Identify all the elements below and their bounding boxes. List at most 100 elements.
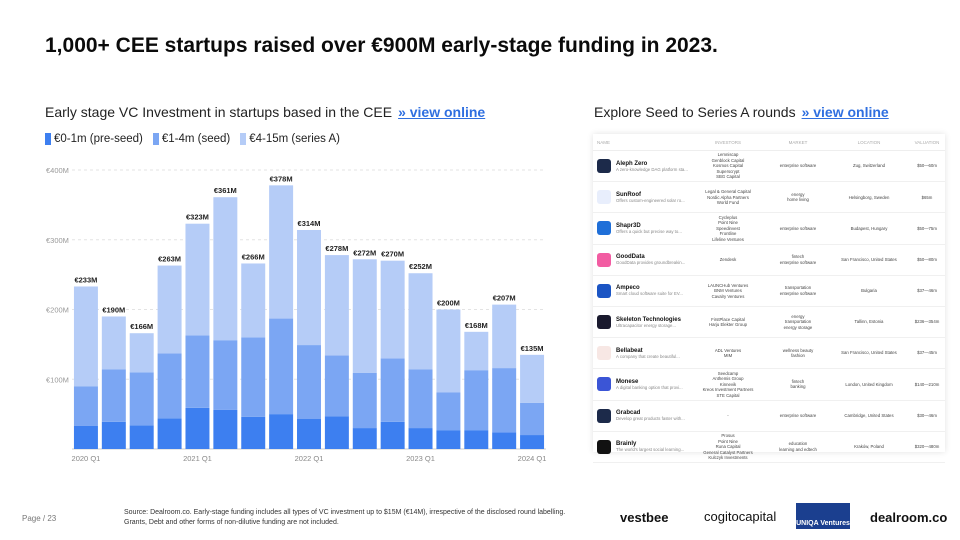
legend-item: €4-15m (series A) xyxy=(240,133,340,145)
bar-segment xyxy=(185,335,210,408)
view-online-link[interactable]: » view online xyxy=(398,104,486,120)
company-name: Brainly xyxy=(616,441,637,448)
valuation-cell: $37—46m xyxy=(917,288,937,294)
total-label: €168M xyxy=(465,321,488,330)
legend-item: €0-1m (pre-seed) xyxy=(45,133,143,145)
bar-segment xyxy=(464,370,489,431)
valuation-cell: $140—210m xyxy=(914,381,940,387)
table-header: Explore Seed to Series A rounds » view on… xyxy=(594,104,889,120)
legend-label: €1-4m (seed) xyxy=(161,133,231,145)
y-tick-label: €400M xyxy=(46,166,69,175)
location-cell: San Francisco, United States xyxy=(841,256,897,262)
bar-segment xyxy=(297,345,321,420)
bar-segment xyxy=(129,333,154,373)
bar-segment xyxy=(297,229,321,346)
location-cell: Tallinn, Estonia xyxy=(854,319,884,325)
name-cell: Bellabeat A company that create beautiful… xyxy=(597,346,693,361)
investors-cell: - xyxy=(727,412,729,418)
bar-segment xyxy=(464,331,489,371)
chart-header: Early stage VC Investment in startups ba… xyxy=(45,104,485,120)
valuation-cell: $37—45m xyxy=(917,350,937,356)
bar-segment xyxy=(408,428,433,449)
location-cell: San Francisco, United States xyxy=(841,350,897,356)
bar-segment xyxy=(408,369,433,429)
legend: €0-1m (pre-seed) €1-4m (seed) €4-15m (seri… xyxy=(45,133,340,145)
table-row: Brainly The world's largest social learni… xyxy=(593,432,945,463)
name-cell: GoodData GoodData provides groundbreakin.… xyxy=(597,252,693,267)
table-row: Aleph Zero A zero-knowledge DAG platform … xyxy=(593,151,945,183)
bar-segment xyxy=(129,425,154,449)
name-cell: Monese A digital banking option that prov… xyxy=(597,377,693,392)
bar-segment xyxy=(157,353,182,419)
market-cell: enterprise software xyxy=(779,225,817,231)
location-cell: Budapest, Hungary xyxy=(850,225,888,231)
bar-segment xyxy=(213,340,238,410)
company-icon xyxy=(597,159,611,174)
logo: UNIQA Ventures xyxy=(796,503,850,529)
chart-title: Early stage VC Investment in startups ba… xyxy=(45,104,393,120)
investors-cell: LAUNCHub Ventures BNM Ventures Cavalry V… xyxy=(707,282,749,299)
market-cell: wellness beauty fashion xyxy=(782,347,814,359)
x-tick-label: 2023 Q1 xyxy=(406,454,435,463)
investors-cell: ADL Ventures MIM xyxy=(714,347,742,359)
company-icon xyxy=(597,221,611,236)
column-header: INVESTORS xyxy=(715,139,741,145)
bar-segment xyxy=(408,273,433,370)
column-header: LOCATION xyxy=(857,139,881,145)
investors-cell: Cycleplus Point Nine Speedinvest Frontli… xyxy=(712,214,744,242)
bar-segment xyxy=(492,432,517,449)
total-label: €233M xyxy=(74,275,97,284)
column-header: VALUATION xyxy=(914,139,940,145)
bar-segment xyxy=(269,185,294,319)
bar-segment xyxy=(520,402,545,436)
company-description: A company that create beautiful... xyxy=(616,353,680,359)
bar-segment xyxy=(380,358,405,422)
table-row: Ampeco Smart cloud software suite for EV.… xyxy=(593,276,945,307)
y-tick-label: €100M xyxy=(46,375,69,384)
total-label: €263M xyxy=(158,255,181,264)
legend-label: €0-1m (pre-seed) xyxy=(54,133,143,145)
location-cell: Helsingborg, Sweden xyxy=(848,194,890,200)
company-icon xyxy=(597,315,611,330)
name-cell: Ampeco Smart cloud software suite for EV.… xyxy=(597,283,693,298)
bar-segment xyxy=(185,223,210,336)
bar-segment xyxy=(241,337,266,417)
market-cell: fintech enterprise software xyxy=(779,254,817,265)
name-text: Ampeco Smart cloud software suite for EV.… xyxy=(616,285,683,296)
name-text: Aleph Zero A zero-knowledge DAG platform … xyxy=(616,161,688,172)
company-icon xyxy=(597,283,611,298)
view-online-link[interactable]: » view online xyxy=(801,104,889,120)
total-label: €200M xyxy=(437,299,460,308)
name-cell: Grabcad Develop great products faster wit… xyxy=(597,408,693,423)
table-title: Explore Seed to Series A rounds xyxy=(594,104,796,120)
investors-cell: FirstPlace Capital Harju Elekter Group xyxy=(709,316,747,328)
company-name: Ampeco xyxy=(616,285,640,292)
bar-segment xyxy=(73,425,98,449)
bar-segment xyxy=(380,421,405,449)
company-description: GoodData provides groundbreakin... xyxy=(616,260,686,266)
table-row: Skeleton Technologies Ultracapacitor ener… xyxy=(593,307,945,339)
company-icon xyxy=(597,377,611,392)
market-cell: enterprise software xyxy=(779,412,817,418)
market-cell: enterprise software xyxy=(779,163,817,169)
bar-segment xyxy=(324,255,349,356)
location-cell: Kraków, Poland xyxy=(854,444,884,450)
company-icon xyxy=(597,439,611,454)
name-text: Shapr3D Offers a quick but precise way to… xyxy=(616,223,682,234)
company-icon xyxy=(597,408,611,423)
column-header: MARKET xyxy=(788,139,808,145)
bar-segment xyxy=(352,372,377,429)
company-description: A digital banking option that provi... xyxy=(616,384,683,390)
total-label: €323M xyxy=(186,213,209,222)
name-cell: Brainly The world's largest social learni… xyxy=(597,439,693,454)
name-text: Brainly The world's largest social learni… xyxy=(616,441,684,452)
legend-swatch xyxy=(152,133,159,145)
total-label: €266M xyxy=(242,252,265,261)
investors-cell: Lemniscap Genblock Capital Kosmos Capita… xyxy=(711,152,745,180)
bar-segment xyxy=(436,392,461,431)
name-text: Bellabeat A company that create beautiful… xyxy=(616,348,680,359)
name-text: Monese A digital banking option that prov… xyxy=(616,379,683,390)
table-row: Shapr3D Offers a quick but precise way to… xyxy=(593,213,945,245)
name-text: Skeleton Technologies Ultracapacitor ener… xyxy=(616,317,681,328)
